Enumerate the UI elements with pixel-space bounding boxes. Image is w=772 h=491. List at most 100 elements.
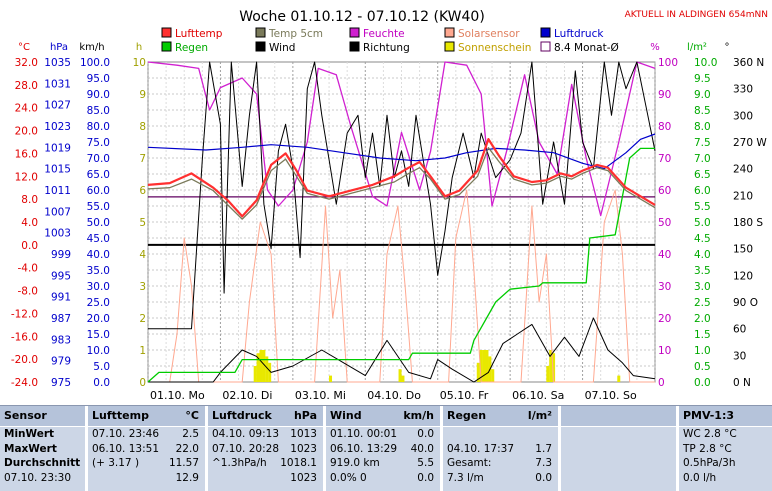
sunshine-bar — [262, 350, 266, 382]
tick-label-kmh: 70.0 — [87, 153, 110, 165]
tick-label-percent: 50 — [658, 217, 671, 229]
tick-label-percent: 80 — [658, 121, 671, 133]
stats-when: 01.10. 00:01 — [330, 428, 397, 440]
stats-value: 12.9 — [175, 471, 199, 484]
tick-label-hpa: 995 — [51, 270, 71, 282]
tick-label-hours: 2 — [139, 313, 146, 325]
axis-unit-celsius: °C — [18, 42, 30, 53]
stats-col-sensor: Sensor MinWert MaxWert Durchschnitt 07.1… — [0, 406, 85, 491]
axis-unit-hours: h — [136, 42, 142, 53]
stats-col-luftdruck: Luftdruck hPa 04.10. 09:13 1013 07.10. 20:… — [205, 406, 323, 491]
tick-label-hpa: 999 — [51, 249, 71, 261]
sunshine-bar — [479, 350, 483, 382]
legend-swatch — [161, 41, 172, 52]
legend-swatch — [161, 27, 172, 38]
tick-label-percent: 10 — [658, 345, 671, 357]
tick-label-hpa: 1015 — [44, 164, 71, 176]
tick-label-kmh: 55.0 — [87, 201, 110, 213]
stats-pmv-line: TP 2.8 °C — [683, 442, 732, 455]
stats-when: 7.3 l/m — [447, 471, 484, 484]
tick-label-kmh: 80.0 — [87, 121, 110, 133]
tick-label-rain: 3.0 — [694, 281, 711, 293]
stats-unit: km/h — [403, 409, 434, 422]
tick-label-rain: 2.0 — [694, 313, 711, 325]
sunshine-bar — [491, 369, 495, 382]
tick-label-celsius: 28.0 — [15, 80, 38, 92]
tick-label-kmh: 10.0 — [87, 345, 110, 357]
stats-header-sensor: Sensor — [0, 406, 85, 427]
tick-label-hpa: 983 — [51, 334, 71, 346]
x-tick-label: 04.10. Do — [367, 389, 421, 402]
tick-label-direction: 30 — [733, 350, 746, 362]
tick-label-kmh: 95.0 — [87, 73, 110, 85]
sunshine-bar — [268, 362, 272, 382]
series-line-feuchte — [147, 61, 656, 217]
tick-label-rain: 7.0 — [694, 153, 711, 165]
tick-label-rain: 4.0 — [694, 249, 711, 261]
legend-swatch — [444, 41, 455, 52]
tick-label-hpa: 1019 — [44, 142, 71, 154]
tick-label-kmh: 65.0 — [87, 169, 110, 181]
stats-value: 5.5 — [417, 457, 434, 469]
tick-label-celsius: -12.0 — [11, 308, 38, 320]
tick-label-celsius: -24.0 — [11, 377, 38, 389]
stats-value: 0.0 — [417, 428, 434, 440]
tick-label-direction: 120 — [733, 270, 753, 282]
tick-label-rain: 5.0 — [694, 217, 711, 229]
stats-when: 06.10. 13:51 — [92, 442, 159, 455]
stats-value: 1013 — [290, 428, 317, 440]
x-tick-label: 03.10. Mi — [295, 389, 346, 402]
legend-swatch — [255, 27, 266, 38]
tick-label-kmh: 85.0 — [87, 105, 110, 117]
tick-label-hpa: 1023 — [44, 121, 71, 133]
tick-label-hpa: 1003 — [44, 228, 71, 240]
tick-label-hours: 5 — [139, 217, 146, 229]
tick-label-rain: 8.0 — [694, 121, 711, 133]
stats-unit: °C — [185, 409, 199, 422]
stats-value: 1023 — [290, 442, 317, 455]
stats-when: 04.10. 17:37 — [447, 442, 514, 455]
stats-when: 07.10. 20:28 — [212, 442, 279, 455]
tick-label-celsius: -4.0 — [18, 263, 39, 275]
tick-label-celsius: 24.0 — [15, 103, 38, 115]
tick-label-direction: 90 O — [733, 297, 758, 309]
stats-value: 2.5 — [182, 428, 199, 440]
tick-label-percent: 100 — [658, 57, 678, 69]
series-line-wind — [148, 317, 656, 383]
tick-label-percent: 30 — [658, 281, 671, 293]
stats-when: 04.10. 09:13 — [212, 428, 279, 440]
tick-label-kmh: 0.0 — [93, 377, 110, 389]
tick-label-hours: 7 — [139, 153, 146, 165]
tick-label-direction: 300 — [733, 110, 753, 122]
stats-value: 1018.1 — [280, 457, 317, 469]
stats-header-empty — [561, 406, 676, 427]
tick-label-rain: 8.5 — [694, 105, 711, 117]
x-tick-label: 02.10. Di — [222, 389, 272, 402]
tick-label-kmh: 45.0 — [87, 233, 110, 245]
stats-header: Luftdruck — [212, 409, 272, 422]
tick-label-hpa: 979 — [51, 356, 71, 368]
stats-label: Durchschnitt — [4, 457, 81, 469]
sunshine-bar — [259, 350, 263, 382]
stats-when: 0.0% 0 — [330, 471, 367, 484]
legend-swatch — [255, 41, 266, 52]
stats-col-wind: Wind km/h 01.10. 00:01 0.0 06.10. 13:29 40.… — [323, 406, 440, 491]
tick-label-percent: 40 — [658, 249, 671, 261]
tick-label-rain: 0.5 — [694, 361, 711, 373]
tick-label-kmh: 20.0 — [87, 313, 110, 325]
axis-unit-direction: ° — [725, 42, 730, 53]
chart-title: Woche 01.10.12 - 07.10.12 (KW40) — [239, 9, 485, 25]
series-line-regen — [147, 147, 655, 383]
tick-label-hours: 6 — [139, 185, 146, 197]
series-line-solarsensor — [148, 189, 655, 383]
legend-swatch — [540, 41, 551, 52]
stats-col-regen: Regen l/m² 04.10. 17:37 1.7 Gesamt: 7.3 7.3… — [440, 406, 558, 491]
series-line-lufttemp — [147, 138, 656, 218]
tick-label-kmh: 15.0 — [87, 329, 110, 341]
tick-label-direction: 210 — [733, 190, 753, 202]
tick-label-rain: 9.5 — [694, 73, 711, 85]
stats-value: 0.0 — [417, 471, 434, 484]
legend-label: Wind — [269, 42, 295, 54]
series-line-richtung — [148, 61, 656, 330]
stats-unit: l/m² — [527, 409, 552, 422]
